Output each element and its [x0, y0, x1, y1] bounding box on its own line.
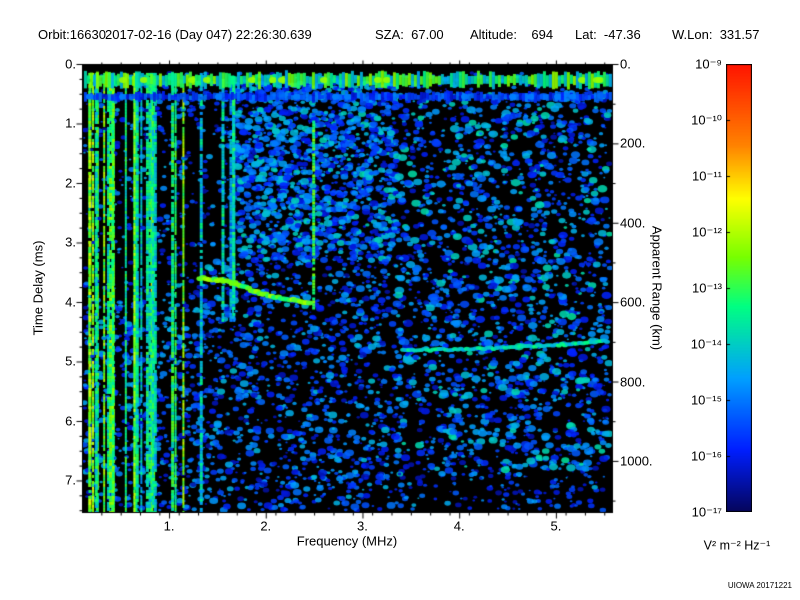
colorbar-tick-label: 10⁻¹⁰ — [691, 112, 722, 128]
y-axis-title: Time Delay (ms) — [30, 240, 46, 336]
colorbar-tick-label: 10⁻¹¹ — [692, 168, 722, 184]
y-tick-label: 3. — [65, 234, 76, 250]
sza-label: SZA: 67.00 — [375, 27, 444, 42]
x-tick-label: 1. — [163, 518, 175, 534]
y2-tick-label: 400. — [620, 215, 646, 231]
colorbar-tick-label: 10⁻¹³ — [692, 280, 722, 296]
altitude-label: Altitude: 694 — [470, 27, 554, 42]
y2-tick-label: 1000. — [620, 453, 653, 469]
spectrogram-canvas — [60, 50, 640, 528]
colorbar-tick-label: 10⁻¹⁶ — [690, 448, 722, 464]
latitude-label: Lat: -47.36 — [575, 27, 641, 42]
credit-label: UIOWA 20171221 — [727, 581, 792, 590]
longitude-label: W.Lon: 331.57 — [672, 27, 760, 42]
orbit-label: Orbit:16630 — [38, 27, 106, 42]
colorbar-tick-label: 10⁻¹⁴ — [690, 336, 722, 352]
colorbar-tick-label: 10⁻¹⁵ — [690, 392, 722, 408]
y-tick-label: 2. — [65, 175, 76, 191]
y-tick-label: 6. — [65, 413, 76, 429]
y-tick-label: 1. — [65, 115, 76, 131]
x-axis-title: Frequency (MHz) — [296, 533, 398, 549]
y2-tick-label: 800. — [620, 374, 646, 390]
right-axis-title: Apparent Range (km) — [649, 225, 665, 351]
y-tick-label: 4. — [65, 294, 76, 310]
y2-tick-label: 200. — [620, 135, 646, 151]
y-tick-label: 5. — [65, 353, 76, 369]
colorbar-unit-label: V² m⁻² Hz⁻¹ — [703, 538, 771, 553]
y-tick-label: 0. — [65, 56, 76, 72]
colorbar — [726, 64, 752, 512]
x-tick-label: 2. — [260, 518, 272, 534]
colorbar-tick-label: 10⁻⁹ — [695, 56, 722, 72]
datetime-label: 2017-02-16 (Day 047) 22:26:30.639 — [105, 27, 312, 42]
y-tick-label: 7. — [65, 472, 76, 488]
colorbar-tick-label: 10⁻¹² — [692, 224, 722, 240]
y2-tick-label: 0. — [620, 56, 631, 72]
x-tick-label: 5. — [550, 518, 562, 534]
colorbar-tick-label: 10⁻¹⁷ — [691, 504, 722, 520]
x-tick-label: 4. — [453, 518, 465, 534]
x-tick-label: 3. — [357, 518, 368, 534]
y2-tick-label: 600. — [620, 294, 646, 310]
